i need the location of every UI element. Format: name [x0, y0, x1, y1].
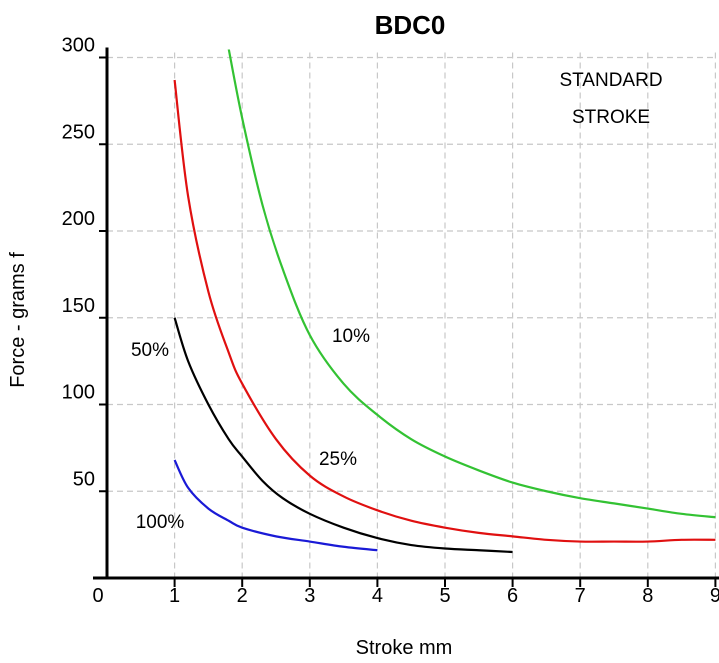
- x-tick-label-9: 9: [710, 585, 719, 607]
- x-tick-label-0: 0: [92, 585, 103, 607]
- series-group: [173, 49, 716, 554]
- y-tick-label-2: 150: [62, 295, 95, 317]
- x-tick-label-4: 4: [372, 585, 383, 607]
- axes: [93, 47, 719, 587]
- series-label-2: 50%: [131, 340, 169, 361]
- x-tick-label-3: 3: [304, 585, 315, 607]
- series-label-3: 100%: [136, 512, 185, 533]
- x-tick-label-2: 2: [237, 585, 248, 607]
- y-tick-label-5: 300: [62, 35, 95, 57]
- series-label-0: 10%: [332, 326, 370, 347]
- series-line-2: [173, 317, 513, 554]
- series-label-1: 25%: [319, 449, 357, 470]
- y-axis-label: Force - grams f: [7, 252, 29, 388]
- y-tick-label-0: 50: [73, 468, 95, 490]
- y-tick-label-4: 250: [62, 121, 95, 143]
- annotation-line-1: STANDARD: [559, 70, 662, 91]
- x-axis-label: Stroke mm: [356, 637, 453, 659]
- series-line-0: [227, 49, 716, 519]
- x-tick-labels: 0 1 2 3 4 5 6 7 8 9: [92, 585, 719, 607]
- x-tick-label-7: 7: [575, 585, 586, 607]
- annotation-line-2: STROKE: [572, 107, 650, 128]
- y-tick-label-1: 100: [62, 382, 95, 404]
- x-tick-label-5: 5: [439, 585, 450, 607]
- y-tick-label-3: 200: [62, 208, 95, 230]
- grid-lines: [107, 52, 717, 578]
- series-line-1: [173, 79, 716, 543]
- y-tick-labels: 50 100 150 200 250 300: [62, 35, 95, 491]
- x-tick-label-8: 8: [642, 585, 653, 607]
- series-line-3: [173, 459, 378, 552]
- x-tick-label-6: 6: [507, 585, 518, 607]
- series-labels: 10% 25% 50% 100%: [131, 326, 370, 533]
- chart-title: BDC0: [375, 10, 446, 40]
- x-tick-label-1: 1: [169, 585, 180, 607]
